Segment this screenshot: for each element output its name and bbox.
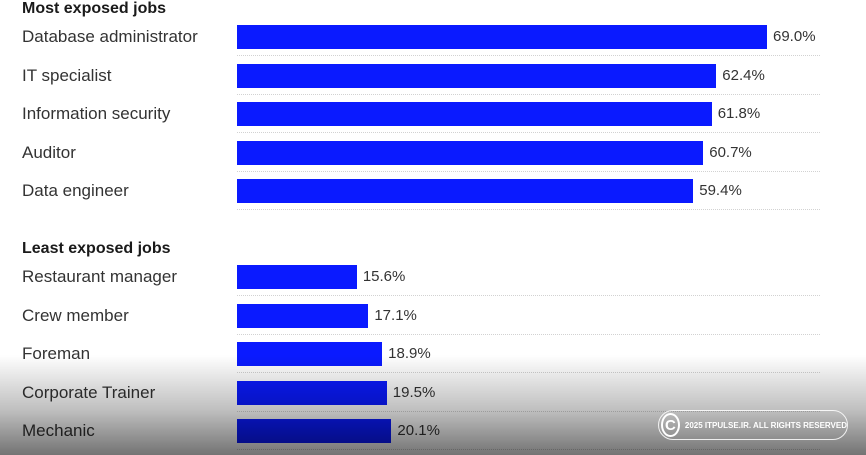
category-label: IT specialist	[22, 65, 112, 85]
value-label: 15.6%	[362, 268, 406, 285]
value-label: 20.1%	[397, 422, 440, 440]
most-exposed-row: IT specialist 62.4%	[0, 57, 866, 95]
bar	[237, 342, 383, 367]
value-label: 61.8%	[717, 105, 761, 123]
bar	[237, 102, 712, 127]
least-exposed-row: Crew member 17.1%	[0, 297, 866, 335]
copyright-icon: C	[661, 413, 680, 437]
bar	[237, 63, 717, 88]
value-label: 18.9%	[388, 345, 431, 363]
bar	[237, 179, 694, 204]
category-label: Database administrator	[22, 27, 198, 46]
row-divider	[237, 55, 820, 56]
bar	[237, 25, 767, 49]
least-exposed-row: Restaurant manager 15.6%	[0, 258, 866, 296]
most-exposed-row: Data engineer 59.4%	[0, 172, 866, 211]
most-exposed-row: Database administrator 69.0%	[0, 18, 866, 56]
value-label: 62.4%	[722, 66, 765, 84]
category-label: Mechanic	[22, 421, 95, 441]
row-divider	[237, 449, 820, 451]
value-label: 17.1%	[374, 306, 417, 324]
least-exposed-row: Corporate Trainer 19.5%	[0, 374, 866, 412]
bar	[237, 380, 387, 405]
bar	[237, 265, 357, 289]
row-divider	[237, 333, 820, 335]
value-label: 60.7%	[709, 143, 752, 161]
most-exposed-row: Information security 61.8%	[0, 95, 866, 134]
watermark-text: 2025 ITPULSE.IR. ALL RIGHTS RESERVED	[684, 420, 847, 430]
row-divider	[237, 209, 820, 211]
bar	[237, 140, 704, 165]
row-divider	[237, 295, 820, 296]
row-divider	[237, 93, 820, 95]
most-exposed-title: Most exposed jobs	[22, 0, 167, 17]
row-divider	[237, 132, 820, 134]
bar	[237, 419, 392, 444]
category-label: Data engineer	[22, 181, 129, 201]
category-label: Restaurant manager	[22, 267, 177, 286]
category-label: Crew member	[22, 305, 129, 325]
bar	[237, 303, 369, 328]
value-label: 19.5%	[392, 383, 436, 401]
least-exposed-row: Foreman 18.9%	[0, 335, 866, 374]
category-label: Information security	[22, 104, 171, 124]
row-divider	[237, 170, 820, 172]
most-exposed-row: Auditor 60.7%	[0, 134, 866, 172]
value-label: 69.0%	[773, 28, 816, 45]
copyright-watermark: C 2025 ITPULSE.IR. ALL RIGHTS RESERVED	[658, 410, 848, 440]
category-label: Corporate Trainer	[22, 382, 156, 402]
value-label: 59.4%	[699, 182, 742, 200]
category-label: Foreman	[22, 344, 91, 364]
category-label: Auditor	[22, 142, 76, 162]
least-exposed-title: Least exposed jobs	[22, 240, 171, 257]
